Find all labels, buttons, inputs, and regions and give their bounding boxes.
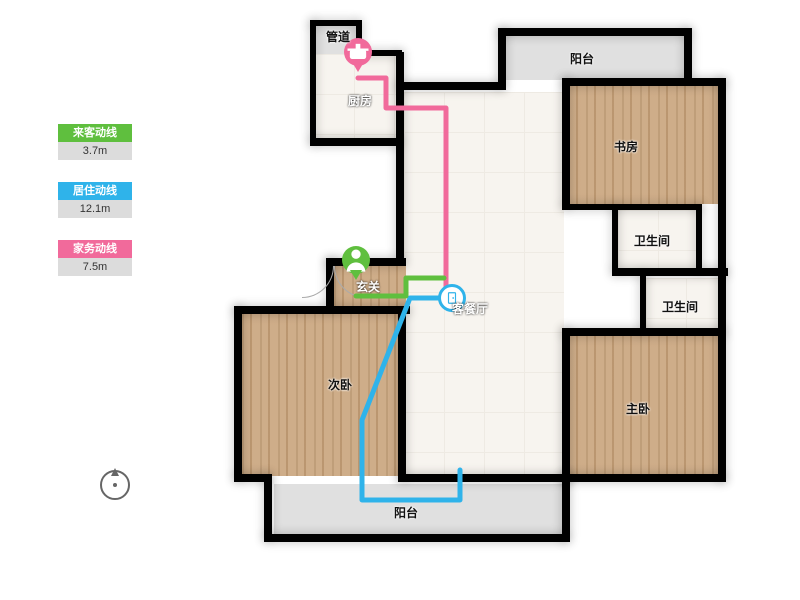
room-label-master: 主卧 <box>626 400 650 417</box>
room-label-bath1: 卫生间 <box>634 232 670 249</box>
entry-pin <box>342 246 370 282</box>
legend-item-chores: 家务动线 7.5m <box>58 240 132 276</box>
floor-plan: 管道厨房阳台书房卫生间卫生间主卧客餐厅玄关次卧阳台 <box>230 20 728 580</box>
legend-value: 3.7m <box>58 142 132 160</box>
room-label-pipe: 管道 <box>326 28 350 45</box>
compass-icon <box>100 470 130 500</box>
legend-value: 12.1m <box>58 200 132 218</box>
room-label-entry: 玄关 <box>356 278 380 295</box>
room-label-study: 书房 <box>614 138 638 155</box>
legend-item-guest: 来客动线 3.7m <box>58 124 132 160</box>
legend-value: 7.5m <box>58 258 132 276</box>
legend: 来客动线 3.7m 居住动线 12.1m 家务动线 7.5m <box>58 124 132 298</box>
path-live <box>362 298 460 500</box>
room-label-balcony_bot: 阳台 <box>394 504 418 521</box>
room-label-kitchen: 厨房 <box>348 92 372 109</box>
room-label-bath2: 卫生间 <box>662 298 698 315</box>
room-label-living: 客餐厅 <box>452 300 488 317</box>
legend-swatch: 来客动线 <box>58 124 132 142</box>
legend-item-live: 居住动线 12.1m <box>58 182 132 218</box>
legend-swatch: 家务动线 <box>58 240 132 258</box>
path-chores <box>358 78 446 298</box>
legend-swatch: 居住动线 <box>58 182 132 200</box>
room-label-balcony_top: 阳台 <box>570 50 594 67</box>
room-label-second: 次卧 <box>328 376 352 393</box>
floorplan-canvas: 来客动线 3.7m 居住动线 12.1m 家务动线 7.5m <box>0 0 800 600</box>
